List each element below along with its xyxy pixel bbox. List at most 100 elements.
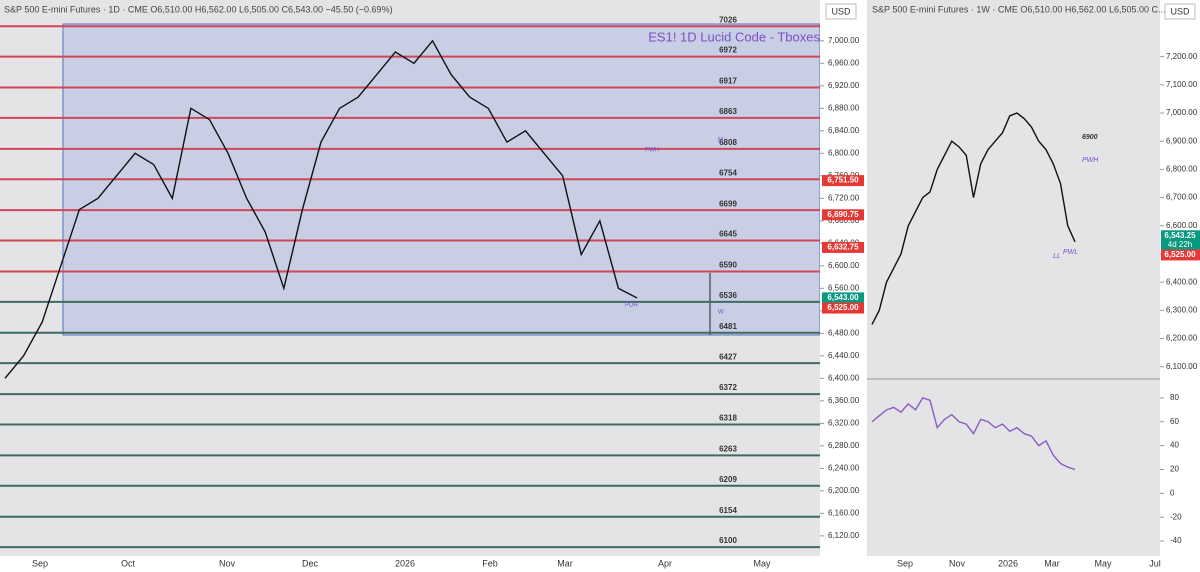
price-badge-label: 6,751.50 bbox=[827, 176, 859, 185]
y-tick-label: 6,900.00 bbox=[1166, 136, 1198, 145]
price-badge bbox=[822, 241, 864, 253]
right-header: S&P 500 E-mini Futures · 1W · CME O6,510… bbox=[872, 4, 1165, 14]
level-label: 6917 bbox=[719, 77, 737, 86]
level-label: 6699 bbox=[719, 199, 737, 208]
x-tick-label: Sep bbox=[32, 558, 48, 568]
y-tick-label: 6,960.00 bbox=[828, 58, 860, 67]
y-tick-label: 6,800.00 bbox=[1166, 165, 1198, 174]
currency: USD bbox=[831, 6, 851, 16]
y-tick-label: 6,680.00 bbox=[828, 216, 860, 225]
x-tick-label: May bbox=[1094, 558, 1112, 568]
price-badge-sub: 4d 22h bbox=[1168, 240, 1192, 249]
x-tick-label: Jul bbox=[1149, 558, 1161, 568]
level-label: 6808 bbox=[719, 138, 737, 147]
y-tick-label: 6,720.00 bbox=[828, 193, 860, 202]
x-tick-label: Oct bbox=[121, 558, 136, 568]
price-badge-label: 6,543.00 bbox=[827, 293, 859, 302]
level-label: 6100 bbox=[719, 536, 737, 545]
annotation: PWH bbox=[645, 148, 659, 154]
price-badge bbox=[1161, 249, 1200, 261]
left-header: S&P 500 E-mini Futures · 1D · CME O6,510… bbox=[4, 4, 393, 14]
level-label: 6209 bbox=[719, 475, 737, 484]
x-tick-label: Mar bbox=[1044, 558, 1060, 568]
annotation: PWL bbox=[1063, 249, 1078, 256]
annotation: W bbox=[718, 310, 724, 316]
price-badge-label: 6,543.25 bbox=[1164, 231, 1196, 240]
x-tick-label: Sep bbox=[897, 558, 913, 568]
x-tick-label: 2026 bbox=[998, 558, 1018, 568]
level-label: 6645 bbox=[719, 230, 737, 239]
x-tick-label: 2026 bbox=[395, 558, 415, 568]
y-tick-label: 6,320.00 bbox=[828, 418, 860, 427]
price-badge-label: 6,632.75 bbox=[827, 243, 859, 252]
osc-tick-label: 40 bbox=[1170, 441, 1179, 450]
x-tick-label: Feb bbox=[482, 558, 498, 568]
x-tick-label: Nov bbox=[219, 558, 236, 568]
annotation: PDH bbox=[625, 303, 638, 309]
level-label: 6427 bbox=[719, 352, 737, 361]
oscillator-line bbox=[871, 397, 1076, 471]
time-axis bbox=[0, 556, 1200, 572]
y-tick-label: 7,000.00 bbox=[1166, 108, 1198, 117]
y-tick-label: 6,800.00 bbox=[828, 148, 860, 157]
annotation: 6900 bbox=[1082, 134, 1098, 141]
y-tick-label: 6,600.00 bbox=[828, 261, 860, 270]
level-label: 6863 bbox=[719, 107, 737, 116]
osc-tick-label: -20 bbox=[1170, 512, 1182, 521]
y-tick-label: 7,100.00 bbox=[1166, 80, 1198, 89]
currency: USD bbox=[1170, 6, 1190, 16]
level-label: 6754 bbox=[719, 168, 737, 177]
level-label: 6372 bbox=[719, 383, 737, 392]
y-tick-label: 6,400.00 bbox=[1166, 277, 1198, 286]
y-tick-label: 7,000.00 bbox=[828, 36, 860, 45]
price-badge bbox=[822, 175, 864, 187]
currency-box bbox=[825, 3, 857, 20]
y-tick-label: 6,360.00 bbox=[828, 396, 860, 405]
y-tick-label: 7,200.00 bbox=[1166, 52, 1198, 61]
price-badge bbox=[822, 209, 864, 221]
y-tick-label: 6,120.00 bbox=[828, 531, 860, 540]
osc-tick-label: 60 bbox=[1170, 417, 1179, 426]
currency-box bbox=[1164, 3, 1196, 20]
y-tick-label: 6,100.00 bbox=[1166, 362, 1198, 371]
y-tick-label: 6,240.00 bbox=[828, 463, 860, 472]
x-tick-label: Nov bbox=[949, 558, 966, 568]
y-tick-label: 6,880.00 bbox=[828, 103, 860, 112]
price-line bbox=[4, 39, 638, 379]
y-tick-label: 6,280.00 bbox=[828, 441, 860, 450]
chart-title: ES1! 1D Lucid Code - Tboxes bbox=[648, 29, 820, 44]
level-label: 6590 bbox=[719, 261, 737, 270]
y-tick-label: 6,480.00 bbox=[828, 328, 860, 337]
price-badge-label: 6,690.75 bbox=[827, 210, 859, 219]
osc-tick-label: -40 bbox=[1170, 536, 1182, 545]
price-badge-label: 6,525.00 bbox=[1164, 250, 1196, 259]
level-label: 7026 bbox=[719, 15, 737, 24]
y-tick-label: 6,200.00 bbox=[1166, 334, 1198, 343]
level-label: 6263 bbox=[719, 445, 737, 454]
price-line bbox=[871, 112, 1076, 325]
y-tick-label: 6,200.00 bbox=[828, 486, 860, 495]
x-tick-label: Dec bbox=[302, 558, 319, 568]
y-tick-label: 6,160.00 bbox=[828, 508, 860, 517]
price-badge bbox=[1161, 230, 1200, 251]
annotation: PWH bbox=[1082, 157, 1099, 164]
price-badge-label: 6,525.00 bbox=[827, 303, 859, 312]
pane-divider bbox=[866, 378, 1160, 380]
y-tick-label: 6,920.00 bbox=[828, 81, 860, 90]
y-tick-label: 6,700.00 bbox=[1166, 193, 1198, 202]
osc-tick-label: 80 bbox=[1170, 393, 1179, 402]
level-label: 6318 bbox=[719, 414, 737, 423]
price-badge bbox=[822, 302, 864, 314]
osc-tick-label: 0 bbox=[1170, 488, 1175, 497]
x-tick-label: Apr bbox=[658, 558, 672, 568]
y-tick-label: 6,300.00 bbox=[1166, 305, 1198, 314]
y-tick-label: 6,440.00 bbox=[828, 351, 860, 360]
x-tick-label: May bbox=[753, 558, 771, 568]
y-tick-label: 6,600.00 bbox=[1166, 221, 1198, 230]
annotation: M bbox=[718, 138, 723, 144]
osc-tick-label: 20 bbox=[1170, 465, 1179, 474]
level-label: 6536 bbox=[719, 291, 737, 300]
right-pane bbox=[866, 0, 1160, 572]
right-price-axis bbox=[1160, 0, 1200, 572]
